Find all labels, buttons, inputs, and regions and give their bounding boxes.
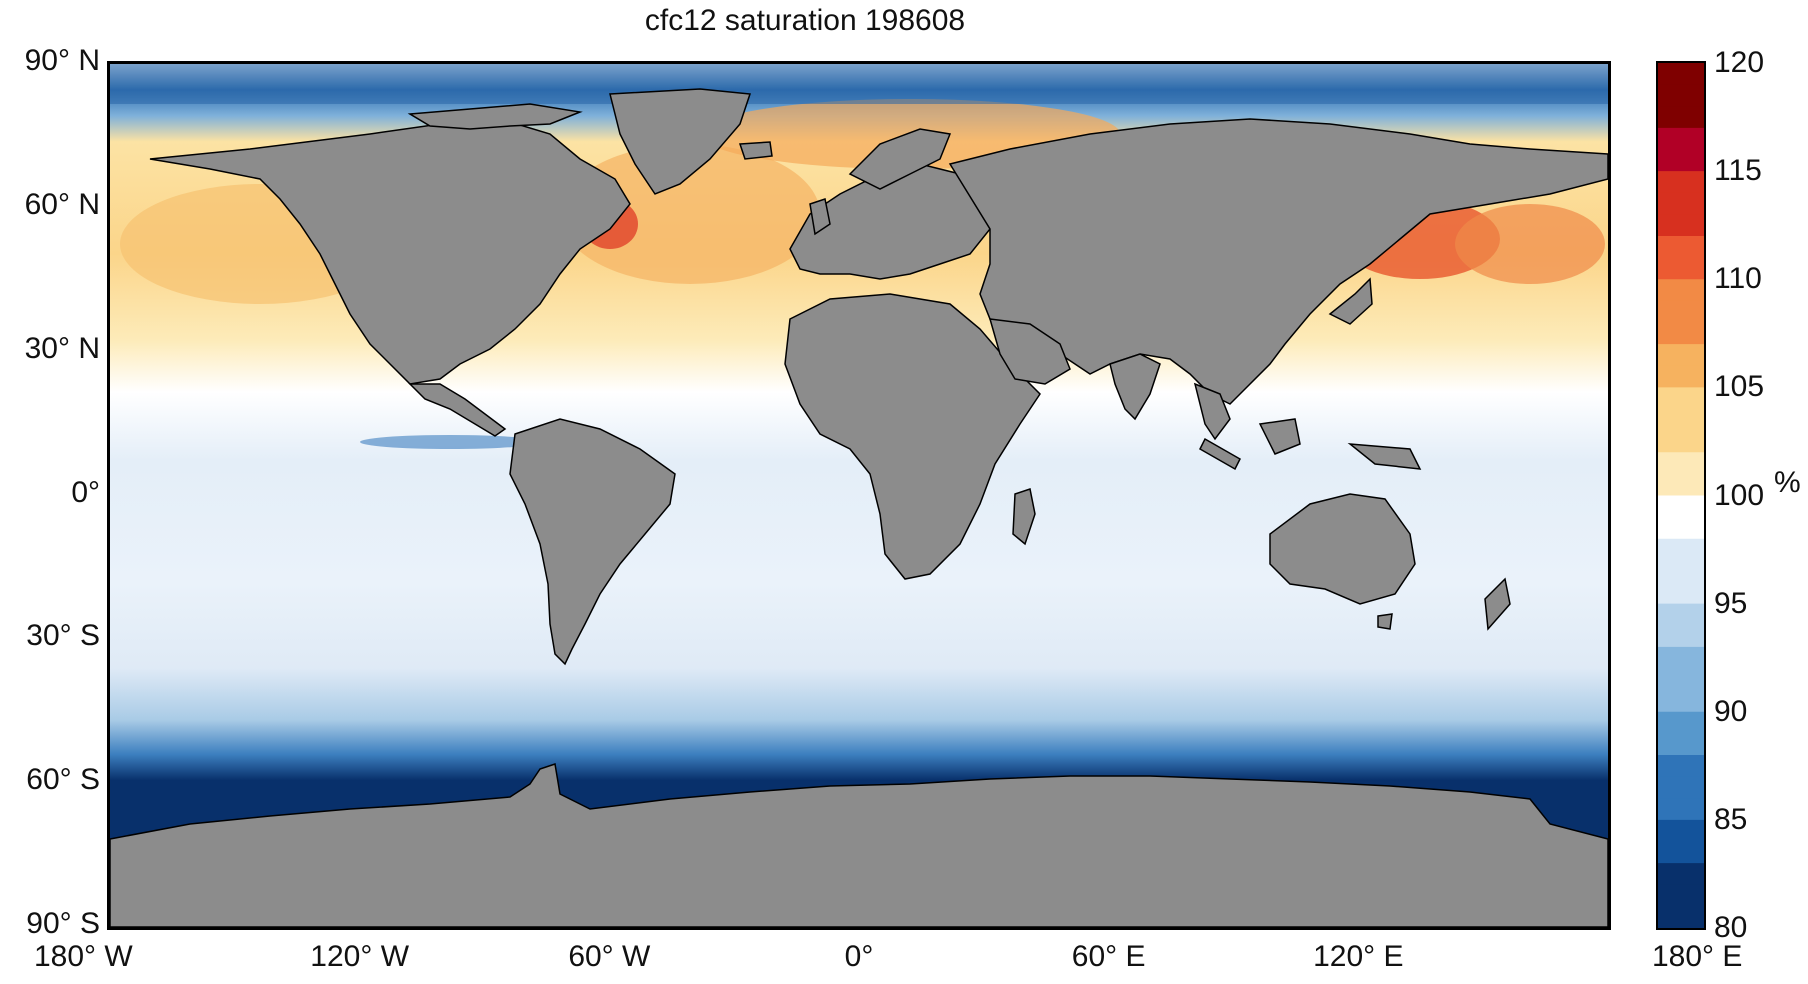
colorbar-band xyxy=(1658,646,1704,670)
sumatra-land xyxy=(1199,437,1241,471)
lon-label: 180° W xyxy=(34,940,133,973)
colorbar-band xyxy=(1658,473,1704,497)
colorbar-band xyxy=(1658,171,1704,194)
lat-label: 30° N xyxy=(24,331,100,365)
map-svg xyxy=(110,64,1608,927)
lon-label: 120° W xyxy=(310,940,410,973)
colorbar-band xyxy=(1658,84,1704,108)
colorbar-band xyxy=(1658,863,1704,886)
colorbar-band xyxy=(1658,625,1704,648)
lat-label: 60° S xyxy=(26,763,100,797)
indochina-land xyxy=(1193,382,1231,441)
colorbar-tick-label: 110 xyxy=(1714,262,1762,296)
africa-land xyxy=(784,293,1041,580)
colorbar-band xyxy=(1658,884,1704,908)
greenland-land xyxy=(609,88,752,195)
arabia-land xyxy=(988,318,1071,385)
colorbar-band xyxy=(1658,495,1704,519)
land-group xyxy=(110,88,1608,927)
colorbar-band xyxy=(1658,690,1704,713)
new-zealand-land xyxy=(1484,577,1511,631)
colorbar-band xyxy=(1658,127,1704,151)
colorbar-tick-label: 120 xyxy=(1714,46,1765,79)
colorbar-band xyxy=(1658,776,1704,800)
lon-label: 120° E xyxy=(1313,940,1404,973)
lat-label: 90° S xyxy=(26,907,100,940)
colorbar-band xyxy=(1658,517,1704,540)
colorbar-svg xyxy=(1658,63,1704,928)
kuroshio-orange-patch xyxy=(1455,204,1605,284)
colorbar-band xyxy=(1658,149,1704,173)
antarctica-land xyxy=(110,763,1608,927)
colorbar-band xyxy=(1658,560,1704,583)
colorbar-band xyxy=(1658,538,1704,562)
map-frame xyxy=(107,61,1611,930)
colorbar-band xyxy=(1658,711,1704,735)
lon-label: 180° E xyxy=(1652,940,1743,973)
lat-label: 90° N xyxy=(24,44,100,77)
britain-land xyxy=(809,198,831,236)
lon-label: 60° W xyxy=(568,940,651,973)
central-america-land xyxy=(408,383,507,437)
colorbar-band xyxy=(1658,452,1704,475)
colorbar-band xyxy=(1658,344,1704,367)
colorbar-unit: % xyxy=(1774,466,1801,499)
colorbar-band xyxy=(1658,819,1704,843)
colorbar-band xyxy=(1658,63,1704,86)
colorbar-tick-label: 80 xyxy=(1714,911,1748,944)
colorbar-band xyxy=(1658,906,1704,928)
colorbar-band xyxy=(1658,582,1704,605)
colorbar-tick-label: 115 xyxy=(1714,154,1762,188)
scandinavia-land xyxy=(848,128,952,190)
borneo-land xyxy=(1258,418,1301,455)
colorbar-tick-label: 85 xyxy=(1714,802,1748,836)
colorbar-band xyxy=(1658,236,1704,259)
colorbar-band xyxy=(1658,430,1704,454)
lat-label: 0° xyxy=(71,475,100,509)
iceland-land xyxy=(738,141,773,160)
lon-label: 60° E xyxy=(1071,940,1146,973)
lat-label: 60° N xyxy=(24,187,100,221)
north-america-land xyxy=(149,118,631,385)
lon-label: 0° xyxy=(844,940,874,973)
colorbar-band xyxy=(1658,409,1704,432)
colorbar-tick-label: 95 xyxy=(1714,586,1748,620)
south-america-land xyxy=(509,418,676,666)
colorbar-band xyxy=(1658,106,1704,129)
colorbar-tick-label: 105 xyxy=(1714,370,1765,404)
colorbar-band xyxy=(1658,798,1704,821)
colorbar-band xyxy=(1658,322,1704,346)
lat-label: 30° S xyxy=(26,619,100,653)
tasmania-land xyxy=(1377,613,1393,630)
new-guinea-land xyxy=(1347,443,1422,470)
map-title: cfc12 saturation 198608 xyxy=(644,4,966,37)
colorbar-tick-label: 100 xyxy=(1714,478,1765,512)
colorbar-band xyxy=(1658,279,1704,302)
colorbar-band xyxy=(1658,668,1704,692)
europe-land xyxy=(789,163,991,280)
colorbar-band xyxy=(1658,300,1704,324)
colorbar-band xyxy=(1658,755,1704,778)
canadian-archipelago-land xyxy=(407,103,583,130)
colorbar-tick-label: 90 xyxy=(1714,694,1748,728)
colorbar-band xyxy=(1658,603,1704,627)
colorbar-band xyxy=(1658,841,1704,865)
colorbar-band xyxy=(1658,733,1704,756)
australia-land xyxy=(1269,493,1416,605)
north-atlantic-warm-patch xyxy=(560,144,820,284)
colorbar xyxy=(1656,61,1706,930)
colorbar-band xyxy=(1658,192,1704,216)
equatorial-blue-streak xyxy=(360,435,540,449)
india-land xyxy=(1109,353,1161,421)
colorbar-band xyxy=(1658,365,1704,389)
colorbar-band xyxy=(1658,257,1704,281)
japan-land xyxy=(1328,277,1373,325)
madagascar-land xyxy=(1012,488,1036,546)
colorbar-band xyxy=(1658,214,1704,237)
arctic-blue-band xyxy=(110,64,1608,104)
colorbar-band xyxy=(1658,387,1704,410)
